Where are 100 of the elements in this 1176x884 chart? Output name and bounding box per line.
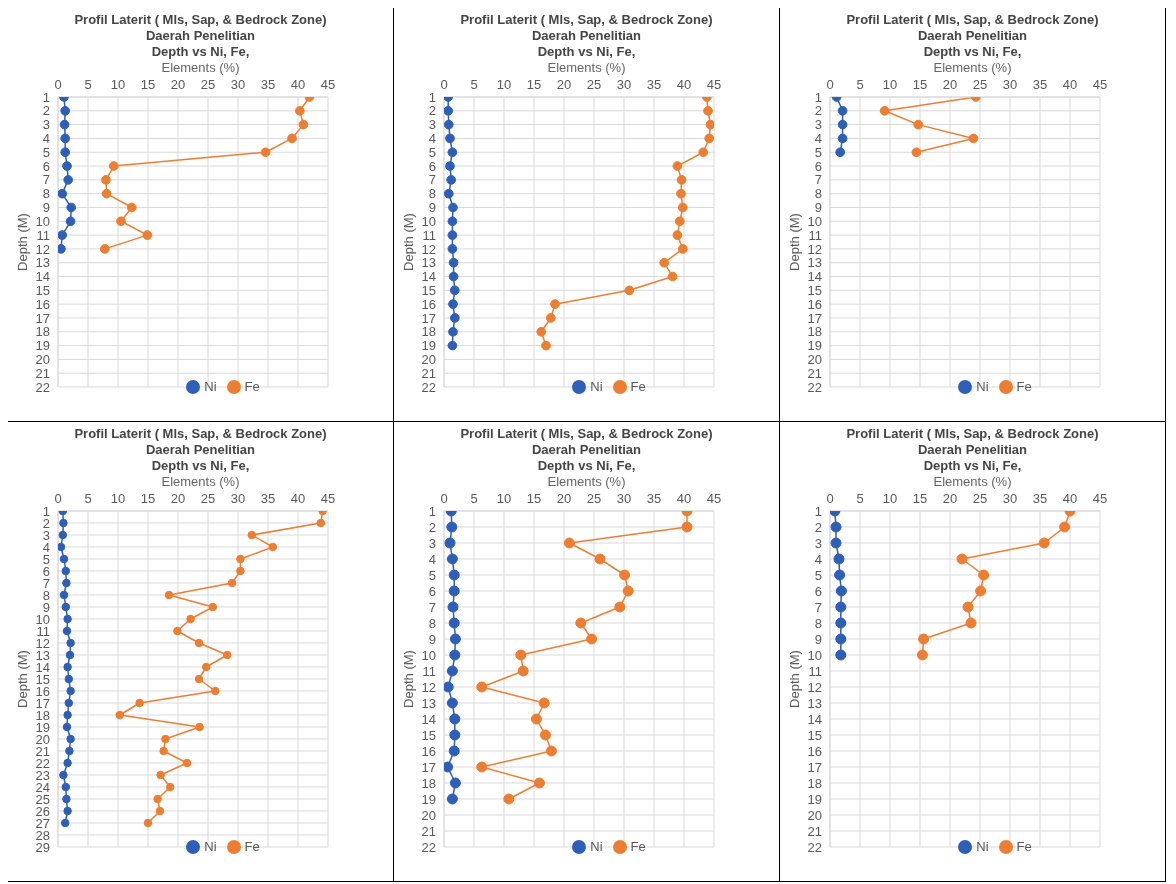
y-tick-label: 9 [428,631,436,647]
x-tick-label: 10 [496,491,512,506]
y-tick-label: 3 [42,117,50,133]
y-tick-label: 10 [421,213,436,229]
y-tick-label: 8 [428,186,436,202]
x-tick-label: 15 [912,491,928,506]
y-tick-label: 21 [807,823,822,839]
chart-title: Profil Laterit ( Mls, Sap, & Bedrock Zone) Daerah Penelitian Depth vs Ni, Fe, [73,426,328,474]
point [837,119,848,130]
x-tick-label: 15 [912,77,928,92]
y-tick-label: 14 [35,269,50,285]
y-axis-title: Depth (M) [786,650,802,708]
y-tick-label: 2 [814,103,822,119]
x-tick-label: 20 [170,491,186,506]
point [64,674,74,684]
legend-label: Fe [630,379,646,394]
point [62,794,71,804]
x-tick-label: 35 [646,491,662,506]
point [835,601,847,613]
y-tick-label: 22 [35,379,50,395]
point [446,697,458,709]
point [622,585,634,597]
point [667,271,678,282]
chart-title: Profil Laterit ( Mls, Sap, & Bedrock Zone) Daerah Penelitian Depth vs Ni, Fe, [459,426,714,474]
y-tick-label: 18 [807,775,822,791]
point [503,793,515,805]
y-tick-label: 11 [808,663,822,679]
x-tick-label: 10 [882,77,898,92]
x-tick-label: 30 [1002,491,1018,506]
y-tick-label: 12 [807,679,822,695]
point [444,188,454,199]
x-tick-label: 5 [856,491,864,506]
x-tick-label: 15 [526,491,542,506]
point [194,638,204,648]
y-tick-label: 20 [421,807,436,823]
x-tick-label: 45 [320,77,336,92]
point [538,697,550,709]
point [446,175,457,185]
y-tick-label: 12 [35,241,50,257]
y-tick-label: 5 [428,567,436,583]
legend-label: Ni [590,379,603,394]
point [530,713,542,725]
point [449,633,461,645]
legend-label: Ni [204,839,217,854]
y-tick-label: 10 [807,647,822,663]
y-tick-label: 21 [35,365,50,381]
x-tick-label: 45 [706,77,722,92]
x-tick-label: 30 [616,77,632,92]
point [143,818,153,828]
point [563,537,575,549]
point [677,244,688,254]
x-tick-label: 35 [260,491,276,506]
y-tick-label: 8 [814,186,822,202]
y-tick-label: 18 [35,324,50,340]
point [444,537,456,549]
point [116,216,126,227]
y-tick-label: 11 [36,227,50,243]
chart-title: Profil Laterit ( Mls, Sap, & Bedrock Zone) Daerah Penelitian Depth vs Ni, Fe, [73,12,328,60]
point [833,553,845,565]
y-tick-label: 16 [35,296,50,312]
y-axis-title: Depth (M) [14,213,30,271]
point [449,285,460,296]
point [835,617,847,629]
point [61,602,71,612]
point [194,674,204,684]
point [681,521,693,533]
y-tick-label: 9 [428,200,436,216]
point [155,806,165,816]
y-tick-label: 4 [428,551,436,567]
y-tick-label: 15 [35,282,50,298]
point [911,147,922,158]
point [60,133,71,144]
x-tick-label: 25 [200,77,216,92]
point [59,554,69,564]
point [447,601,459,613]
point [59,518,68,528]
y-tick-label: 17 [421,310,436,326]
point [962,601,974,613]
point [448,299,458,309]
point [316,518,326,528]
y-tick-label: 1 [814,89,822,105]
point [210,686,220,696]
y-tick-label: 18 [807,324,822,340]
point [63,710,72,720]
point [704,133,714,144]
x-tick-label: 30 [230,491,246,506]
y-tick-label: 14 [421,269,436,285]
point [60,105,71,116]
point [444,681,454,693]
x-tick-label: 35 [1032,77,1048,92]
y-tick-label: 1 [814,503,822,519]
y-tick-label: 14 [421,711,436,727]
legend-label: Fe [1016,379,1032,394]
point [63,758,72,768]
x-tick-label: 0 [826,491,834,506]
point [449,777,461,789]
point [66,686,75,696]
point [515,649,527,661]
y-tick-label: 6 [42,158,50,174]
legend-label: Ni [590,839,603,854]
